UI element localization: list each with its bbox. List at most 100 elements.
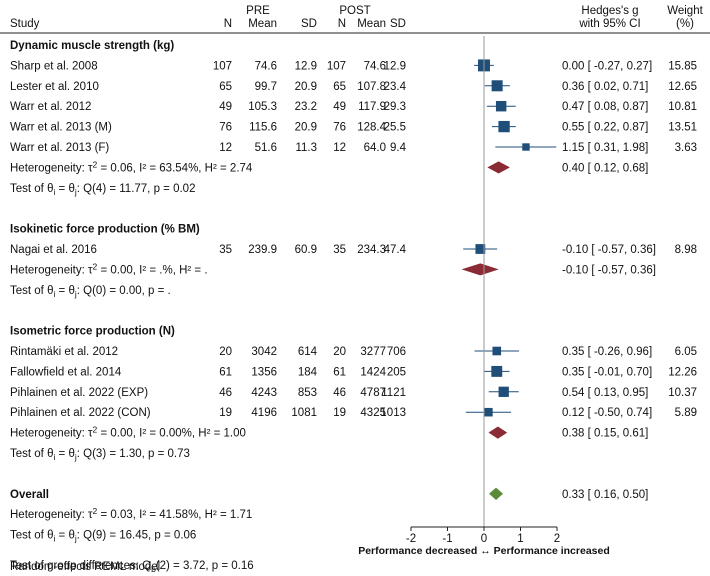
study-pre-sd: 20.9 [295,122,317,134]
study-pre-mean: 74.6 [255,60,277,72]
study-marker [498,120,510,133]
group-heterogeneity: Heterogeneity: τ2 = 0.06, I² = 63.54%, H… [10,159,253,174]
study-name: Fallowfield et al. 2014 [10,366,122,378]
study-weight: 10.81 [668,101,697,113]
study-pre-sd: 60.9 [295,244,317,256]
group-test-mid: = θ [55,285,75,297]
study-post-n: 35 [333,244,346,256]
overall-heterogeneity-tau-sup: 2 [93,506,98,516]
study-pre-mean: 51.6 [255,142,277,154]
study-weight: 6.05 [675,346,697,358]
study-pre-sd: 20.9 [295,81,317,93]
overall-ci-text: 0.33 [ 0.16, 0.50] [562,489,648,501]
overall-test-mid: = θ [55,530,75,542]
group-heterogeneity: Heterogeneity: τ2 = 0.00, I² = .%, H² = … [10,261,208,276]
study-post-n: 19 [333,407,346,419]
study-post-sd: 23.4 [384,81,407,93]
study-ci-text: 0.12 [ -0.50, 0.74] [562,407,652,419]
group-summary-ci-text: 0.40 [ 0.12, 0.68] [562,162,648,174]
study-name: Warr et al. 2013 (F) [10,142,109,154]
study-pre-mean: 115.6 [249,122,277,134]
study-weight: 12.26 [668,366,697,378]
study-pre-mean: 99.7 [255,81,277,93]
group-summary-ci-text: -0.10 [ -0.57, 0.36] [562,264,656,276]
x-axis-label: Performance decreased ↔ Performance incr… [358,545,610,557]
study-pre-n: 107 [213,60,232,72]
study-post-mean: 74.6 [364,60,386,72]
overall-heterogeneity-rest: = 0.03, I² = 41.58%, H² = 1.71 [97,509,252,521]
study-post-mean: 107.8 [357,81,386,93]
header-weight-line1: Weight [667,5,703,17]
group-test-sub-i: i [53,187,55,197]
study-post-sd: 706 [387,346,406,358]
study-ci-text: 0.00 [ -0.27, 0.27] [562,60,652,72]
study-post-n: 49 [333,101,346,113]
study-marker [492,346,502,356]
study-post-sd: 9.4 [390,142,407,154]
study-ci-text: 0.35 [ -0.26, 0.96] [562,346,652,358]
group-summary-diamond [487,161,510,174]
study-weight: 8.98 [675,244,697,256]
header-pre-sd: SD [301,18,317,30]
study-post-sd: 1121 [381,387,406,399]
group-test-rest: : Q(0) = 0.00, p = . [77,285,171,297]
group-heterogeneity: Heterogeneity: τ2 = 0.00, I² = 0.00%, H²… [10,425,246,440]
study-pre-n: 61 [219,366,232,378]
group-test: Test of θi = θj: Q(4) = 11.77, p = 0.02 [10,183,195,197]
group-heterogeneity-prefix: Heterogeneity: τ [10,162,93,174]
study-pre-sd: 184 [298,366,318,378]
group-test: Test of θi = θj: Q(3) = 1.30, p = 0.73 [10,448,190,462]
group-heterogeneity-prefix: Heterogeneity: τ [10,428,93,440]
study-post-n: 12 [333,142,346,154]
study-post-n: 107 [327,60,346,72]
overall-test-prefix: Test of θ [10,530,53,542]
group-title: Dynamic muscle strength (kg) [10,40,174,52]
study-marker [491,80,503,92]
study-post-n: 76 [333,122,346,134]
study-post-sd: 205 [387,366,406,378]
study-ci-text: -0.10 [ -0.57, 0.36] [562,244,656,256]
study-pre-mean: 4196 [251,407,277,419]
study-weight: 5.89 [675,407,697,419]
group-title: Isometric force production (N) [10,326,175,338]
header-weight-line2: (%) [676,18,694,30]
study-post-mean: 64.0 [364,142,386,154]
study-pre-n: 65 [219,81,232,93]
group-heterogeneity-rest: = 0.00, I² = .%, H² = . [97,264,207,276]
study-post-mean: 128.4 [357,122,386,134]
group-differences-sub-b: b [151,564,156,574]
group-test-rest: : Q(3) = 1.30, p = 0.73 [77,448,190,460]
study-pre-n: 46 [219,387,232,399]
study-pre-mean: 239.9 [248,244,277,256]
study-post-mean: 117.9 [358,101,386,113]
group-test-prefix: Test of θ [10,183,53,195]
group-heterogeneity-prefix: Heterogeneity: τ [10,264,93,276]
study-post-sd: 25.5 [384,122,406,134]
forest-rows: Dynamic muscle strength (kg) Sharp et al.… [10,40,697,574]
study-name: Pihlainen et al. 2022 (EXP) [10,387,148,399]
study-name: Sharp et al. 2008 [10,60,98,72]
header-post-sd: SD [390,18,406,30]
study-ci-text: 0.55 [ 0.22, 0.87] [562,122,648,134]
study-marker [498,386,509,397]
group-test-sub-j: j [74,187,77,197]
group-heterogeneity-rest: = 0.00, I² = 0.00%, H² = 1.00 [97,428,246,440]
group-test: Test of θi = θj: Q(0) = 0.00, p = . [10,285,171,299]
group-heterogeneity-tau-sup: 2 [93,159,98,169]
group-test-mid: = θ [55,183,75,195]
group-test-sub-i: i [53,452,55,462]
x-axis-tick-label: 2 [554,533,560,545]
study-weight: 15.85 [668,60,697,72]
header-study: Study [10,18,40,30]
study-name: Nagai et al. 2016 [10,244,97,256]
footnote: Random-effects REML model [10,561,160,573]
study-name: Pihlainen et al. 2022 (CON) [10,407,151,419]
group-heterogeneity-tau-sup: 2 [93,425,98,435]
study-post-sd: 47.4 [384,244,407,256]
study-pre-mean: 3042 [251,346,277,358]
overall-diamond [489,487,504,500]
group-test-rest: : Q(4) = 11.77, p = 0.02 [77,183,196,195]
group-test-mid: = θ [55,448,75,460]
